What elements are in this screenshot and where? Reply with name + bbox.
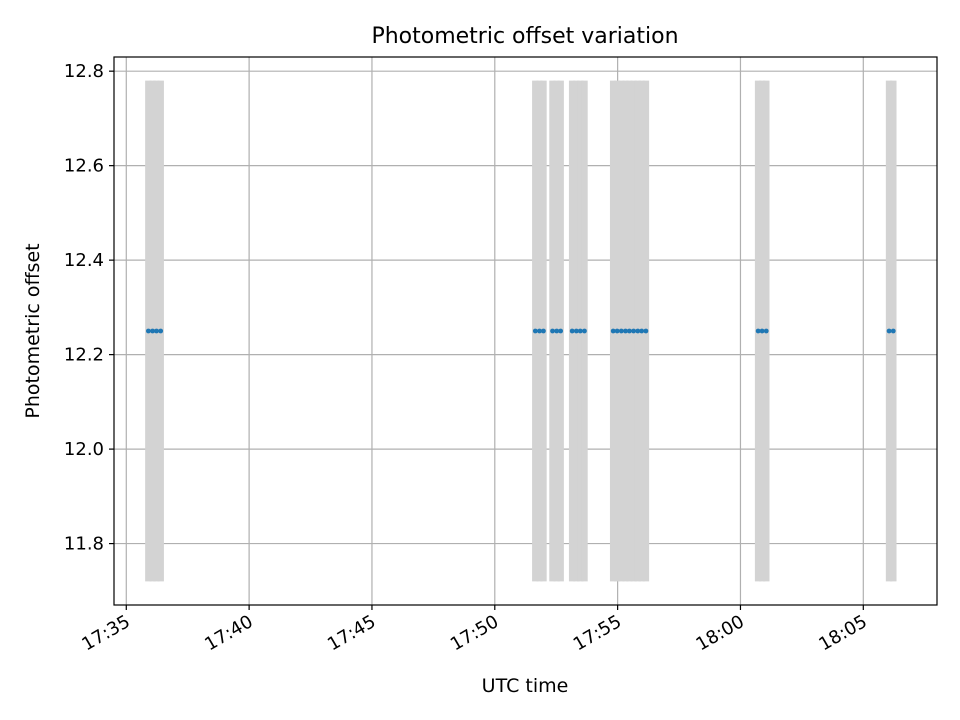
data-point: [635, 328, 641, 334]
y-tick-label: 12.4: [64, 250, 104, 271]
x-tick-label: 17:55: [570, 611, 625, 655]
data-point: [145, 328, 151, 334]
data-point: [759, 328, 765, 334]
x-tick-label: 18:00: [693, 611, 748, 655]
y-tick-label: 12.8: [64, 61, 104, 82]
data-point: [532, 328, 538, 334]
y-axis-label: Photometric offset: [22, 243, 44, 418]
x-tick-label: 17:50: [447, 611, 502, 655]
x-axis-ticks: 17:35 17:40 17:45 17:50 17:55 18:00 18:05: [78, 605, 871, 655]
y-axis-ticks: 11.8 12.0 12.2 12.4 12.6 12.8: [64, 61, 114, 555]
x-tick-label: 17:40: [201, 611, 256, 655]
data-point: [627, 328, 632, 334]
data-point: [577, 328, 583, 334]
data-point: [158, 328, 164, 334]
x-tick-label: 17:45: [324, 611, 379, 655]
y-tick-label: 12.6: [64, 156, 104, 177]
data-point: [569, 328, 575, 334]
x-tick-label: 18:05: [815, 611, 870, 655]
data-point: [618, 328, 624, 334]
y-tick-label: 12.0: [64, 439, 104, 460]
data-point: [763, 328, 769, 334]
data-point: [573, 328, 579, 334]
data-point: [631, 328, 636, 334]
x-axis-label: UTC time: [482, 675, 569, 697]
chart-title: Photometric offset variation: [371, 24, 678, 49]
data-point: [558, 328, 564, 334]
data-point: [643, 328, 649, 334]
data-point: [886, 328, 892, 334]
y-tick-label: 11.8: [64, 534, 104, 555]
data-point: [541, 328, 546, 334]
data-point: [537, 328, 542, 334]
data-points: [145, 328, 896, 334]
data-point: [582, 328, 587, 334]
plot-frame: [113, 56, 938, 606]
data-point: [610, 328, 616, 334]
x-tick-label: 17:35: [78, 611, 133, 655]
data-point: [623, 328, 628, 334]
data-point: [554, 328, 560, 334]
plot-area: [114, 57, 937, 605]
data-point: [755, 328, 761, 334]
y-tick-label: 12.2: [64, 345, 104, 366]
data-point: [154, 328, 159, 334]
data-point: [150, 328, 155, 334]
data-point: [614, 328, 620, 334]
data-point: [639, 328, 645, 334]
data-point: [890, 328, 896, 334]
data-point: [550, 328, 555, 334]
